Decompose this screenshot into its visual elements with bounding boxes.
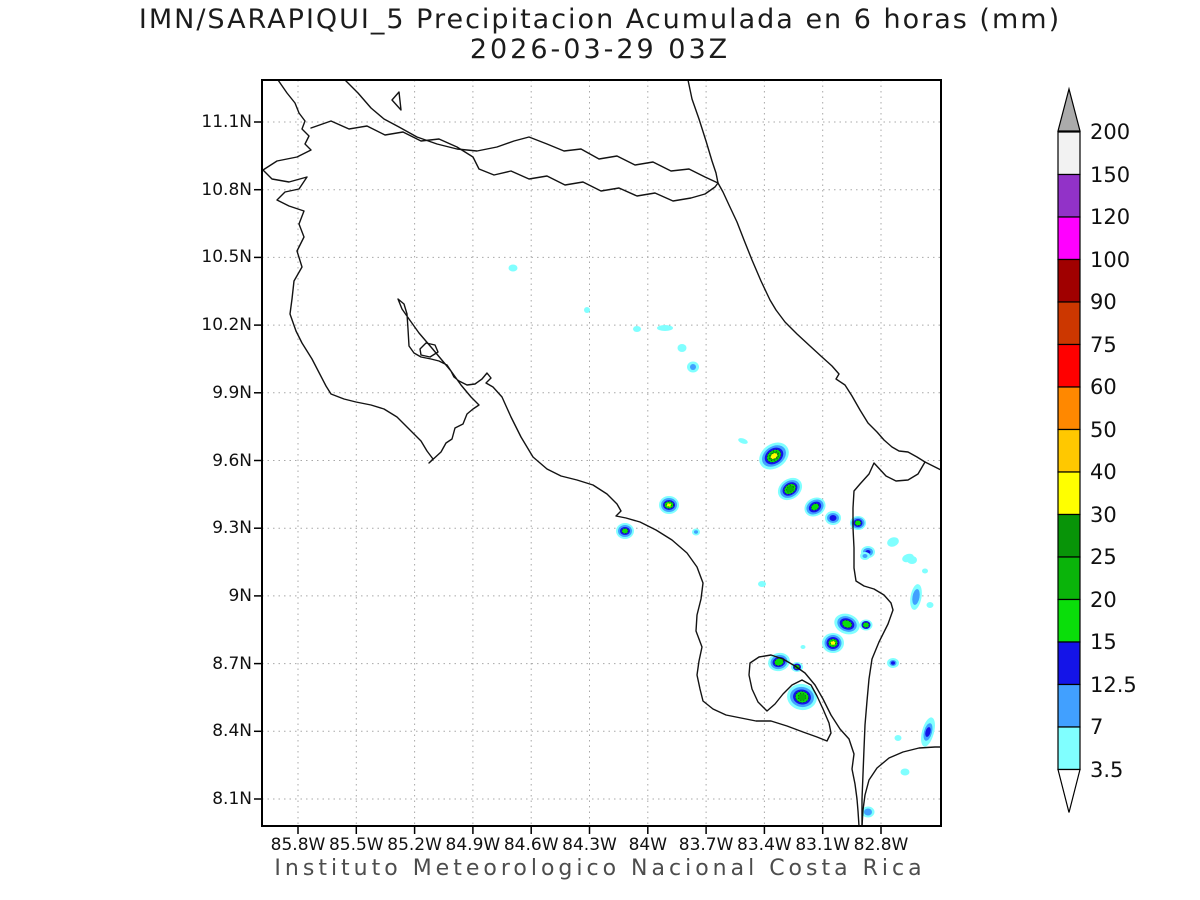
precip-cell (894, 735, 902, 741)
panama-border (852, 461, 926, 827)
precip-cell (860, 552, 870, 560)
lake-island (391, 91, 402, 111)
colorbar-level-label: 30 (1090, 502, 1117, 527)
colorbar-level-label: 90 (1090, 290, 1117, 314)
precip-cell (922, 568, 928, 574)
lake-nicaragua-shore (344, 79, 719, 184)
precip-cell (804, 497, 826, 517)
lon-tick-label: 83.4W (737, 835, 792, 855)
precip-cell (777, 477, 803, 501)
colorbar-level-label: 50 (1090, 417, 1117, 442)
lon-tick-label: 84.6W (503, 835, 559, 855)
colorbar-level-label: 7 (1090, 715, 1104, 739)
colorbar-level-label: 3.5 (1090, 757, 1124, 782)
precip-cell (861, 806, 875, 818)
colorbar (1057, 86, 1081, 813)
lon-tick-label: 82.8W (853, 835, 909, 855)
coastline-and-borders (262, 79, 942, 827)
precip-cell (822, 633, 844, 653)
precip-cell (692, 528, 700, 536)
colorbar-level-label: 75 (1090, 332, 1117, 357)
colorbar-level-label: 60 (1090, 375, 1117, 399)
colorbar-level-label: 150 (1090, 162, 1131, 187)
graticule-gridlines (262, 80, 941, 826)
precip-cell (759, 442, 789, 470)
figure-footer: Instituto Meteorologico Nacional Costa R… (274, 856, 926, 881)
colorbar-level-label: 25 (1090, 545, 1117, 569)
precip-cell (738, 438, 748, 444)
lon-tick-label: 85.5W (328, 835, 384, 855)
precip-cell (887, 658, 899, 668)
lat-tick-label: 9.9N (212, 382, 252, 403)
figure-valid-time: 2026-03-29 03Z (469, 34, 731, 65)
nicaragua-border (310, 120, 719, 202)
lon-tick-label: 84.3W (562, 835, 617, 855)
precip-cell (825, 511, 841, 525)
precip-cell (677, 344, 687, 352)
precip-cell (902, 553, 914, 563)
lat-tick-label: 11.1N (201, 112, 252, 132)
caribbean-coastline (687, 79, 942, 471)
lat-tick-label: 9.6N (212, 450, 252, 471)
precip-cell (687, 361, 699, 373)
lat-tick-label: 9.3N (212, 518, 252, 539)
colorbar-level-label: 120 (1090, 205, 1131, 229)
colorbar-level-label: 20 (1090, 587, 1117, 612)
precip-cell (584, 307, 590, 313)
colorbar-level-label: 15 (1090, 630, 1117, 654)
lat-tick-label: 8.4N (212, 721, 252, 742)
lat-tick-label: 8.7N (212, 653, 252, 674)
colorbar-level-label: 200 (1090, 120, 1131, 144)
precip-cell (926, 602, 934, 608)
lon-tick-label: 83.7W (678, 835, 734, 855)
precip-cell (633, 326, 641, 332)
lon-tick-label: 84.9W (445, 835, 501, 855)
lat-tick-label: 10.2N (201, 315, 252, 336)
precip-cell (921, 717, 935, 747)
gulf-island (419, 342, 439, 358)
lon-tick-label: 84W (628, 835, 668, 855)
map-frame (261, 79, 942, 827)
pacific-coastline (262, 79, 860, 827)
precip-cell (859, 619, 873, 631)
lon-tick-label: 85.8W (270, 835, 326, 855)
axis-ticks (254, 121, 882, 834)
precip-cell (834, 613, 860, 635)
precip-cell (787, 683, 817, 711)
figure-title: IMN/SARAPIQUI_5 Precipitacion Acumulada … (138, 4, 1062, 35)
lat-tick-label: 10.5N (201, 247, 252, 268)
lat-tick-label: 8.1N (212, 789, 252, 809)
precipitation-shaded-contours (508, 264, 935, 818)
precip-cell (850, 516, 866, 530)
lon-tick-label: 85.2W (387, 835, 442, 855)
colorbar-level-label: 100 (1090, 247, 1131, 272)
precip-cell (659, 496, 679, 514)
lat-tick-label: 9N (228, 585, 252, 606)
precip-cell (657, 325, 673, 331)
precip-cell (508, 264, 518, 272)
precip-cell (616, 523, 634, 539)
precip-cell (758, 581, 766, 587)
lon-tick-label: 83.1W (795, 835, 851, 855)
lat-tick-label: 10.8N (201, 179, 252, 200)
precip-cell (887, 537, 899, 547)
precip-cell (800, 645, 806, 649)
colorbar-level-label: 12.5 (1090, 672, 1137, 697)
precip-cell (900, 768, 910, 776)
colorbar-level-label: 40 (1090, 460, 1117, 484)
precip-cell (910, 584, 922, 610)
panama-pacific-coastline (861, 746, 942, 827)
